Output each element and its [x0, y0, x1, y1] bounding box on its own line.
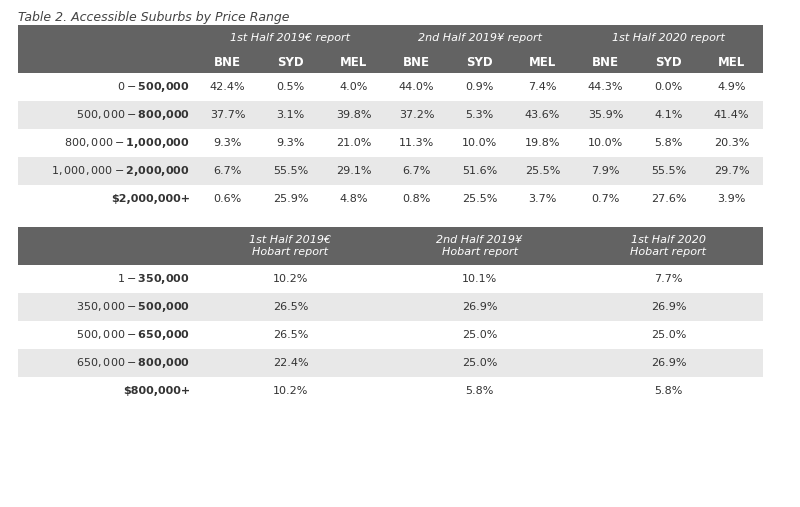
Text: 25.0%: 25.0% [651, 330, 686, 340]
Text: 26.9%: 26.9% [462, 302, 498, 312]
Text: 39.8%: 39.8% [336, 110, 371, 120]
Text: $1,000,000-$2,000,000: $1,000,000-$2,000,000 [51, 164, 190, 178]
Text: 5.3%: 5.3% [466, 110, 494, 120]
Text: 3.9%: 3.9% [718, 194, 746, 204]
Bar [18, 293, 763, 321]
Text: 10.2%: 10.2% [273, 386, 308, 396]
Bar [18, 129, 763, 157]
Text: 37.2%: 37.2% [398, 110, 434, 120]
Bar [18, 321, 763, 349]
Text: $800,000-$1,000,000: $800,000-$1,000,000 [64, 136, 190, 150]
Text: 20.3%: 20.3% [714, 138, 749, 148]
Text: 27.6%: 27.6% [650, 194, 686, 204]
Text: 4.0%: 4.0% [339, 82, 368, 92]
Text: 0.7%: 0.7% [591, 194, 620, 204]
Text: 55.5%: 55.5% [651, 166, 686, 176]
Text: $0-$500,000: $0-$500,000 [117, 80, 190, 94]
Text: 43.6%: 43.6% [525, 110, 560, 120]
Text: 3.7%: 3.7% [528, 194, 557, 204]
Text: 4.9%: 4.9% [718, 82, 746, 92]
Text: 9.3%: 9.3% [214, 138, 242, 148]
Text: 5.8%: 5.8% [654, 138, 682, 148]
Text: $650,000-$800,000: $650,000-$800,000 [76, 356, 190, 370]
Text: 5.8%: 5.8% [466, 386, 494, 396]
Bar [18, 377, 763, 405]
Text: $500,000-$800,000: $500,000-$800,000 [76, 108, 190, 122]
Text: 10.1%: 10.1% [462, 274, 497, 284]
Text: 25.9%: 25.9% [273, 194, 308, 204]
Text: 0.6%: 0.6% [214, 194, 242, 204]
Text: 2nd Half 2019¥
Hobart report: 2nd Half 2019¥ Hobart report [437, 235, 522, 257]
Text: 37.7%: 37.7% [210, 110, 246, 120]
Text: $800,000+: $800,000+ [123, 386, 190, 396]
Bar [18, 73, 763, 101]
Text: 44.0%: 44.0% [398, 82, 434, 92]
Bar [18, 265, 763, 293]
Text: Table 2. Accessible Suburbs by Price Range: Table 2. Accessible Suburbs by Price Ran… [18, 11, 290, 24]
Text: 55.5%: 55.5% [273, 166, 308, 176]
Text: 3.1%: 3.1% [276, 110, 305, 120]
Bar [18, 101, 763, 129]
Bar [18, 349, 763, 377]
Text: BNE: BNE [214, 55, 241, 68]
Text: BNE: BNE [403, 55, 430, 68]
Bar [18, 51, 763, 73]
Text: 11.3%: 11.3% [399, 138, 434, 148]
Text: 25.0%: 25.0% [462, 358, 497, 368]
Text: $1-$350,000: $1-$350,000 [117, 272, 190, 286]
Text: 22.4%: 22.4% [273, 358, 308, 368]
Text: 25.5%: 25.5% [462, 194, 497, 204]
Text: 42.4%: 42.4% [210, 82, 246, 92]
Text: 26.5%: 26.5% [273, 302, 308, 312]
Text: 10.0%: 10.0% [588, 138, 623, 148]
Text: SYD: SYD [655, 55, 682, 68]
Text: 1st Half 2020
Hobart report: 1st Half 2020 Hobart report [630, 235, 706, 257]
Text: 7.4%: 7.4% [528, 82, 557, 92]
Text: 1st Half 2020 report: 1st Half 2020 report [612, 33, 725, 43]
Text: 26.9%: 26.9% [650, 358, 686, 368]
Text: 1st Half 2019€ report: 1st Half 2019€ report [230, 33, 350, 43]
Text: MEL: MEL [718, 55, 745, 68]
Text: 2nd Half 2019¥ report: 2nd Half 2019¥ report [418, 33, 542, 43]
Text: $500,000-$650,000: $500,000-$650,000 [76, 328, 190, 342]
Text: BNE: BNE [592, 55, 619, 68]
Text: 4.8%: 4.8% [339, 194, 368, 204]
Text: 26.9%: 26.9% [650, 302, 686, 312]
Text: 1st Half 2019€
Hobart report: 1st Half 2019€ Hobart report [250, 235, 331, 257]
Text: 9.3%: 9.3% [276, 138, 305, 148]
Text: 41.4%: 41.4% [714, 110, 750, 120]
Bar [18, 185, 763, 213]
Text: MEL: MEL [529, 55, 556, 68]
Text: 4.1%: 4.1% [654, 110, 682, 120]
Text: 0.8%: 0.8% [402, 194, 430, 204]
Text: 26.5%: 26.5% [273, 330, 308, 340]
Text: 0.9%: 0.9% [466, 82, 494, 92]
Bar [18, 25, 763, 51]
Text: 0.0%: 0.0% [654, 82, 682, 92]
Text: 6.7%: 6.7% [214, 166, 242, 176]
Text: 25.0%: 25.0% [462, 330, 497, 340]
Text: SYD: SYD [466, 55, 493, 68]
Text: 19.8%: 19.8% [525, 138, 560, 148]
Text: $350,000-$500,000: $350,000-$500,000 [76, 300, 190, 314]
Text: $2,000,000+: $2,000,000+ [111, 194, 190, 204]
Bar [18, 157, 763, 185]
Text: 5.8%: 5.8% [654, 386, 682, 396]
Text: 29.1%: 29.1% [336, 166, 371, 176]
Text: 7.9%: 7.9% [591, 166, 620, 176]
Text: 10.2%: 10.2% [273, 274, 308, 284]
Text: 51.6%: 51.6% [462, 166, 497, 176]
Text: 44.3%: 44.3% [588, 82, 623, 92]
Text: 7.7%: 7.7% [654, 274, 682, 284]
Text: 21.0%: 21.0% [336, 138, 371, 148]
Text: 35.9%: 35.9% [588, 110, 623, 120]
Text: SYD: SYD [277, 55, 304, 68]
Text: 0.5%: 0.5% [276, 82, 305, 92]
Text: 6.7%: 6.7% [402, 166, 430, 176]
Text: MEL: MEL [340, 55, 367, 68]
Text: 10.0%: 10.0% [462, 138, 497, 148]
Text: 25.5%: 25.5% [525, 166, 560, 176]
Bar [18, 227, 763, 265]
Text: 29.7%: 29.7% [714, 166, 750, 176]
